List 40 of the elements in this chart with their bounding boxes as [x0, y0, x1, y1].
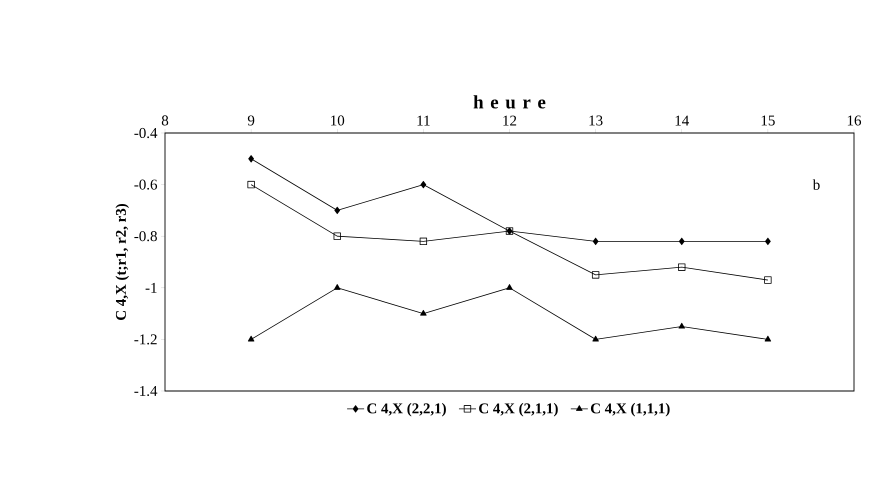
- x-tick-label: 15: [762, 115, 775, 126]
- point: [678, 238, 685, 246]
- x-tick-label: 14: [676, 116, 689, 126]
- y-tick-label: -0.6: [134, 180, 158, 190]
- legend-label: C 4,X (2,1,1): [479, 402, 558, 416]
- y-tick-label: -1: [146, 282, 157, 293]
- point: [592, 238, 598, 246]
- point: [334, 284, 340, 290]
- point: [764, 336, 772, 342]
- y-axis-title: C 4,X (t;r1, r2, r3): [115, 204, 129, 320]
- point: [247, 180, 255, 188]
- x-tick-label: 9: [248, 115, 254, 126]
- y-tick-label: -1.2: [134, 334, 157, 344]
- point: [592, 271, 600, 279]
- point: [420, 238, 428, 246]
- y-tick-label: -0.8: [134, 231, 157, 242]
- point: [678, 322, 685, 329]
- point: [764, 276, 772, 284]
- point: [420, 180, 426, 188]
- point: [420, 310, 427, 316]
- annotation: b: [812, 179, 820, 190]
- x-tick-label: 10: [331, 115, 344, 126]
- x-tick-label: 12: [503, 116, 516, 126]
- x-axis-title: h e u r e: [474, 95, 546, 109]
- y-tick-label: -1.4: [134, 386, 158, 396]
- point: [334, 232, 341, 240]
- x-tick-label: 8: [162, 115, 168, 126]
- point: [248, 336, 254, 342]
- point: [592, 336, 599, 342]
- legend-label: C 4,X (1,1,1): [590, 402, 670, 416]
- point: [334, 206, 340, 214]
- y-tick-label: -0.4: [134, 128, 158, 138]
- legend-label: C 4,X (2,2,1): [367, 402, 446, 416]
- point: [248, 155, 254, 162]
- point: [506, 284, 513, 290]
- point: [678, 263, 686, 271]
- x-tick-label: 16: [848, 115, 862, 126]
- point: [765, 238, 771, 246]
- x-tick-label: 11: [417, 116, 430, 126]
- x-tick-label: 13: [589, 115, 603, 126]
